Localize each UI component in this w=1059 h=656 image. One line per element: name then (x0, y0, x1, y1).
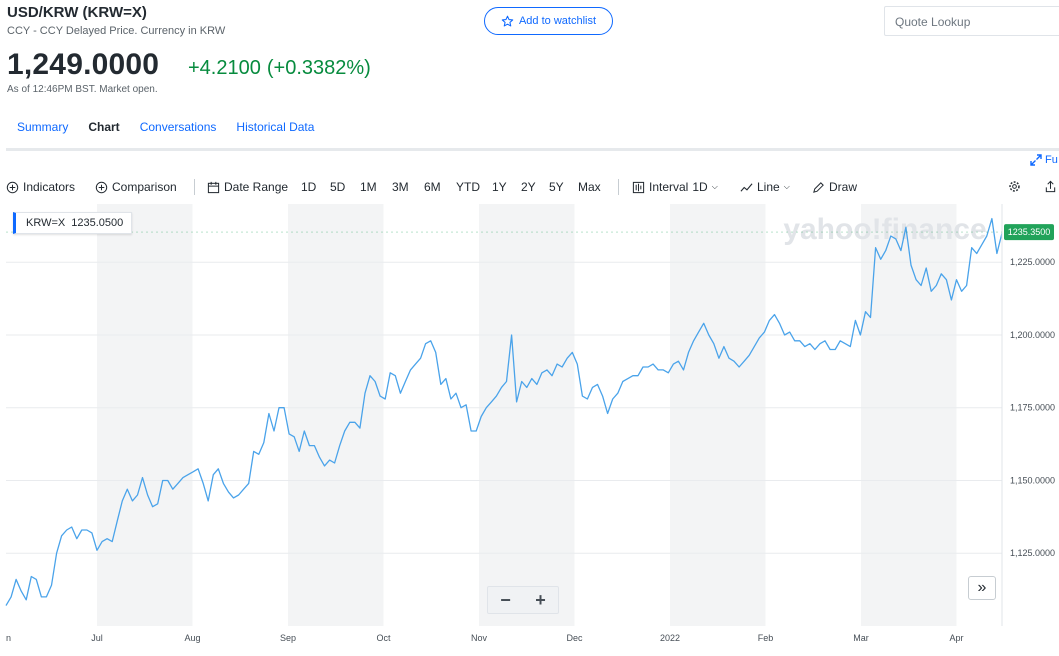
price-chart[interactable]: yahoo!finance 1,125.0000 1,150.0000 1,175.… (0, 200, 1059, 656)
range-max[interactable]: Max (578, 180, 601, 194)
date-range-button[interactable]: Date Range (207, 180, 288, 194)
x-tick-label: Apr (949, 633, 963, 643)
tabs-divider (6, 148, 1059, 151)
chevron-down-icon: ⌵ (783, 182, 790, 191)
zoom-in-button[interactable]: + (535, 589, 546, 610)
zoom-controls: − + (487, 586, 559, 614)
interval-label: Interval (649, 180, 689, 194)
indicators-label: Indicators (23, 180, 76, 194)
candle-icon (632, 181, 645, 193)
gear-icon (1009, 181, 1020, 192)
last-price-flag: 1235.3500 (6, 224, 1054, 241)
share-icon (1045, 180, 1056, 193)
price-change: +4.2100 (188, 57, 261, 79)
x-tick-label: Mar (853, 633, 869, 643)
quote-price: 1,249.0000 (7, 48, 160, 81)
x-tick-label: Sep (280, 633, 296, 643)
legend-value: 1235.0500 (71, 217, 124, 229)
x-tick-label: Oct (376, 633, 391, 643)
range-6m[interactable]: 6M (424, 180, 441, 194)
x-axis: n Jul Aug Sep Oct Nov Dec 2022 Feb Mar Apr (6, 633, 964, 643)
x-tick-label: Jul (91, 633, 103, 643)
calendar-icon (207, 181, 220, 193)
range-ytd[interactable]: YTD (456, 180, 480, 194)
tab-chart[interactable]: Chart (78, 110, 130, 150)
interval-value: 1D (692, 180, 708, 194)
month-band (479, 204, 575, 626)
draw-label: Draw (829, 180, 858, 194)
quote-title: USD/KRW (KRW=X) (7, 4, 147, 21)
quote-subtitle: CCY - CCY Delayed Price. Currency in KRW (7, 25, 226, 37)
last-price-label: 1235.3500 (1008, 227, 1051, 237)
comparison-button[interactable]: Comparison (95, 180, 177, 194)
month-bands (97, 204, 957, 626)
share-button[interactable] (1044, 180, 1057, 193)
month-band (670, 204, 766, 626)
date-range-label: Date Range (224, 180, 289, 194)
star-icon (501, 15, 514, 26)
range-3m[interactable]: 3M (392, 180, 409, 194)
range-1d[interactable]: 1D (301, 180, 317, 194)
interval-dropdown[interactable]: Interval 1D ⌵ (632, 180, 718, 194)
x-tick-label: Aug (184, 633, 200, 643)
range-1y[interactable]: 1Y (492, 180, 507, 194)
x-tick-label: 2022 (660, 633, 680, 643)
legend-symbol: KRW=X (26, 217, 66, 229)
zoom-out-button[interactable]: − (500, 589, 511, 610)
y-axis: 1,125.0000 1,150.0000 1,175.0000 1,200.0000… (1001, 204, 1055, 626)
range-1m[interactable]: 1M (360, 180, 377, 194)
add-to-watchlist-button[interactable]: Add to watchlist (484, 7, 613, 35)
tab-summary[interactable]: Summary (17, 120, 69, 134)
series-legend[interactable]: KRW=X 1235.0500 (13, 212, 133, 234)
plus-circle-icon (6, 181, 19, 193)
watchlist-label: Add to watchlist (518, 15, 597, 27)
toolbar-divider (194, 179, 195, 195)
chevron-down-icon: ⌵ (711, 182, 718, 191)
scroll-to-latest-button[interactable]: » (968, 576, 996, 600)
month-band (97, 204, 193, 626)
chart-type-dropdown[interactable]: Line ⌵ (740, 180, 790, 194)
y-tick-label: 1,125.0000 (1010, 548, 1055, 558)
y-tick-label: 1,175.0000 (1010, 403, 1055, 413)
line-chart-icon (740, 182, 753, 192)
range-2y[interactable]: 2Y (521, 180, 536, 194)
x-tick-label: Feb (758, 633, 774, 643)
settings-button[interactable] (1008, 180, 1021, 193)
y-tick-label: 1,150.0000 (1010, 475, 1055, 485)
grid-lines (6, 261, 1002, 554)
x-tick-label: n (6, 633, 11, 643)
last-price-badge (1004, 224, 1054, 241)
chart-type-label: Line (757, 180, 780, 194)
month-band (861, 204, 957, 626)
comparison-label: Comparison (112, 180, 177, 194)
expand-icon (1030, 154, 1042, 166)
tab-conversations[interactable]: Conversations (139, 120, 217, 134)
quote-lookup-input[interactable]: Quote Lookup (884, 6, 1059, 36)
y-tick-label: 1,200.0000 (1010, 330, 1055, 340)
indicators-button[interactable]: Indicators (6, 180, 75, 194)
range-5y[interactable]: 5Y (549, 180, 564, 194)
pencil-icon (813, 181, 824, 193)
x-tick-label: Nov (471, 633, 488, 643)
series-line (5, 217, 1003, 606)
fullscreen-label: Fu (1045, 154, 1058, 166)
tab-historical-data[interactable]: Historical Data (236, 120, 315, 134)
quote-tabs: Summary Chart Conversations Historical D… (0, 110, 324, 150)
quote-change: +4.2100 (+0.3382%) (188, 57, 371, 80)
market-status: As of 12:46PM BST. Market open. (7, 84, 158, 95)
draw-button[interactable]: Draw (812, 180, 857, 194)
range-5d[interactable]: 5D (330, 180, 346, 194)
fullscreen-button[interactable]: Fu (1030, 154, 1058, 166)
price-change-percent: (+0.3382%) (266, 57, 371, 79)
toolbar-divider (618, 179, 619, 195)
chart-canvas[interactable]: yahoo!finance 1,125.0000 1,150.0000 1,175.… (0, 200, 1059, 656)
chart-toolbar: Indicators Comparison Date Range 1D 5D 1… (0, 176, 1059, 198)
month-band (288, 204, 384, 626)
yahoo-finance-watermark: yahoo!finance (783, 213, 986, 246)
y-tick-label: 1,225.0000 (1010, 257, 1055, 267)
x-tick-label: Dec (566, 633, 583, 643)
plus-circle-icon (95, 181, 108, 193)
